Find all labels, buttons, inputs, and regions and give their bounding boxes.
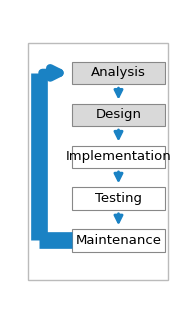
Text: Testing: Testing <box>95 192 142 205</box>
FancyBboxPatch shape <box>72 104 165 126</box>
FancyBboxPatch shape <box>72 146 165 168</box>
FancyBboxPatch shape <box>72 188 165 210</box>
Text: Implementation: Implementation <box>66 150 171 163</box>
Text: Analysis: Analysis <box>91 66 146 79</box>
FancyBboxPatch shape <box>72 229 165 252</box>
Text: Design: Design <box>95 108 142 121</box>
FancyBboxPatch shape <box>72 62 165 84</box>
Text: Maintenance: Maintenance <box>75 234 161 247</box>
FancyBboxPatch shape <box>28 43 168 280</box>
